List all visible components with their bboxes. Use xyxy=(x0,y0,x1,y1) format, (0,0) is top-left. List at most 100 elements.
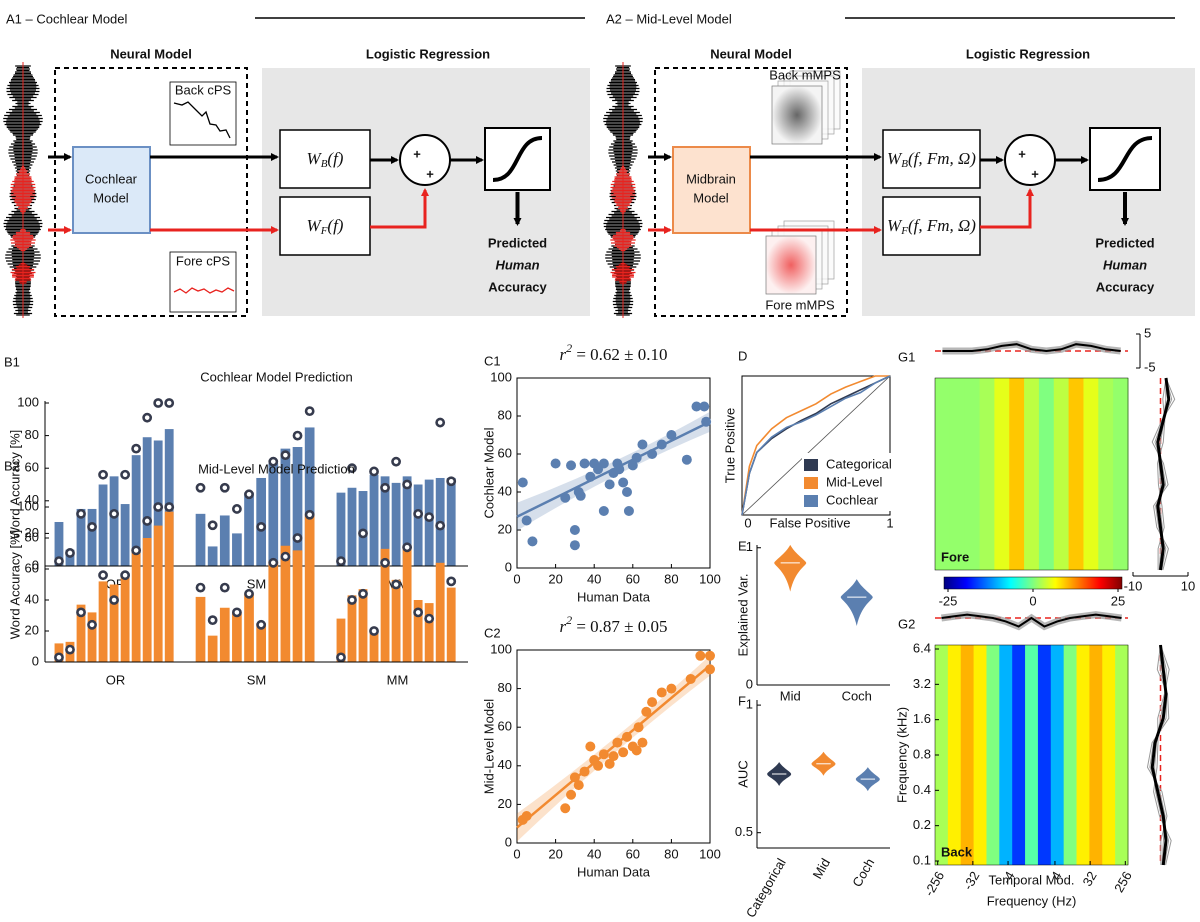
panel-letter: E xyxy=(738,538,747,553)
weight-label: WF(f, Fm, Ω) xyxy=(887,216,976,237)
bar xyxy=(336,618,346,662)
heat-cell xyxy=(1098,378,1114,570)
y-tick-label: 60 xyxy=(25,560,39,575)
data-point xyxy=(598,506,609,516)
human-marker xyxy=(358,588,368,599)
y-tick-label: 80 xyxy=(498,680,512,695)
x-tick-label: Mid xyxy=(810,856,833,882)
x-tick-label: 0 xyxy=(513,571,520,586)
y-tick-label: 0.4 xyxy=(913,782,931,797)
top-tick-label: 5 xyxy=(1144,325,1151,340)
data-point xyxy=(566,460,577,471)
chart-title: Mid-Level Model Prediction xyxy=(198,461,355,476)
bar xyxy=(292,447,303,566)
annotation: r2 = 0.62 ± 0.10 xyxy=(559,341,667,364)
model-label: Model xyxy=(693,190,729,205)
heat-cell xyxy=(1115,645,1129,865)
x-tick-label: 100 xyxy=(699,571,721,586)
side-tick-label: 10 xyxy=(1181,578,1195,593)
human-marker xyxy=(109,595,119,605)
sum-sign: + xyxy=(413,146,421,161)
bar xyxy=(109,476,119,566)
data-point xyxy=(550,458,561,469)
panel-letter: G2 xyxy=(898,616,915,631)
legend-swatch xyxy=(804,459,818,471)
y-tick-label: 0 xyxy=(505,559,512,574)
bar xyxy=(402,545,412,662)
corner-label: Fore xyxy=(941,549,969,564)
bar xyxy=(120,504,130,566)
neural-box xyxy=(54,67,248,317)
data-point xyxy=(699,401,710,412)
bar xyxy=(268,463,279,566)
legend-label: Cochlear xyxy=(826,492,879,507)
data-point xyxy=(631,745,642,756)
weight-args: (f, Fm, Ω) xyxy=(908,216,976,235)
sigmoid xyxy=(492,136,543,182)
y-tick-label: 0 xyxy=(32,653,39,668)
heat-cell xyxy=(994,378,1010,570)
human-marker xyxy=(98,469,108,480)
human-marker xyxy=(256,521,267,532)
bar xyxy=(347,595,357,662)
heat-cell xyxy=(1009,378,1025,570)
y-tick-label: 0 xyxy=(32,557,39,572)
top-tick-label: -5 xyxy=(1144,359,1156,374)
colorbar-label: -25 xyxy=(939,593,958,608)
human-marker xyxy=(435,520,446,531)
human-marker xyxy=(347,595,357,605)
data-point xyxy=(623,506,634,516)
y-tick-label: 60 xyxy=(498,445,512,460)
x-axis-label: Human Data xyxy=(577,589,651,604)
y-axis-label: Explained Var. xyxy=(735,574,750,657)
mps-label: Back mMPS xyxy=(769,67,841,82)
profile-spread xyxy=(940,611,1123,631)
legend-label: Mid-Level xyxy=(826,474,882,489)
human-marker xyxy=(232,607,242,618)
top-profile xyxy=(942,343,1121,353)
human-marker xyxy=(424,512,435,522)
human-marker xyxy=(153,502,164,512)
y-axis-label: Frequency (kHz) xyxy=(894,707,909,803)
bar xyxy=(304,427,315,566)
top-profile xyxy=(941,613,1122,628)
x-tick-label: 20 xyxy=(548,846,562,861)
data-point xyxy=(637,439,648,450)
y-tick-label: 1.6 xyxy=(913,711,931,726)
human-marker xyxy=(131,545,142,556)
bar xyxy=(131,550,141,662)
bar xyxy=(413,600,423,662)
side-tick-label: -10 xyxy=(1124,578,1143,593)
heat-cell xyxy=(1068,378,1084,570)
human-marker xyxy=(336,652,346,663)
cps-trace xyxy=(173,287,235,294)
human-marker xyxy=(413,607,424,618)
human-marker xyxy=(87,521,97,532)
y-tick-label: 1 xyxy=(746,697,753,712)
side-profile xyxy=(1156,377,1171,571)
human-marker xyxy=(380,482,390,493)
plot-frame xyxy=(741,375,891,516)
y-tick-label: 3.2 xyxy=(913,676,931,691)
x-tick-label: 0 xyxy=(744,515,751,530)
human-marker xyxy=(65,548,75,558)
human-marker xyxy=(369,466,379,477)
data-point xyxy=(656,687,667,698)
heat-cell xyxy=(1063,645,1078,865)
annotation-rest: = 0.87 ± 0.05 xyxy=(572,617,667,636)
weight-symbol: W xyxy=(887,216,903,235)
x-group-label: SM xyxy=(247,672,267,687)
weight-box xyxy=(279,129,371,189)
heat-cell xyxy=(1012,645,1026,865)
output-label: Predicted xyxy=(1095,235,1154,250)
y-axis-label: Mid-Level Model xyxy=(481,699,496,794)
section-label: Logistic Regression xyxy=(966,46,1090,61)
data-point xyxy=(622,487,633,497)
x-tick-label: Mid xyxy=(780,688,801,703)
weight-subscript: F xyxy=(320,225,328,237)
heat-shade xyxy=(934,377,1129,571)
model-label: Model xyxy=(93,190,129,205)
human-marker xyxy=(446,476,457,487)
bar xyxy=(380,548,390,662)
sigmoid xyxy=(1097,136,1153,182)
